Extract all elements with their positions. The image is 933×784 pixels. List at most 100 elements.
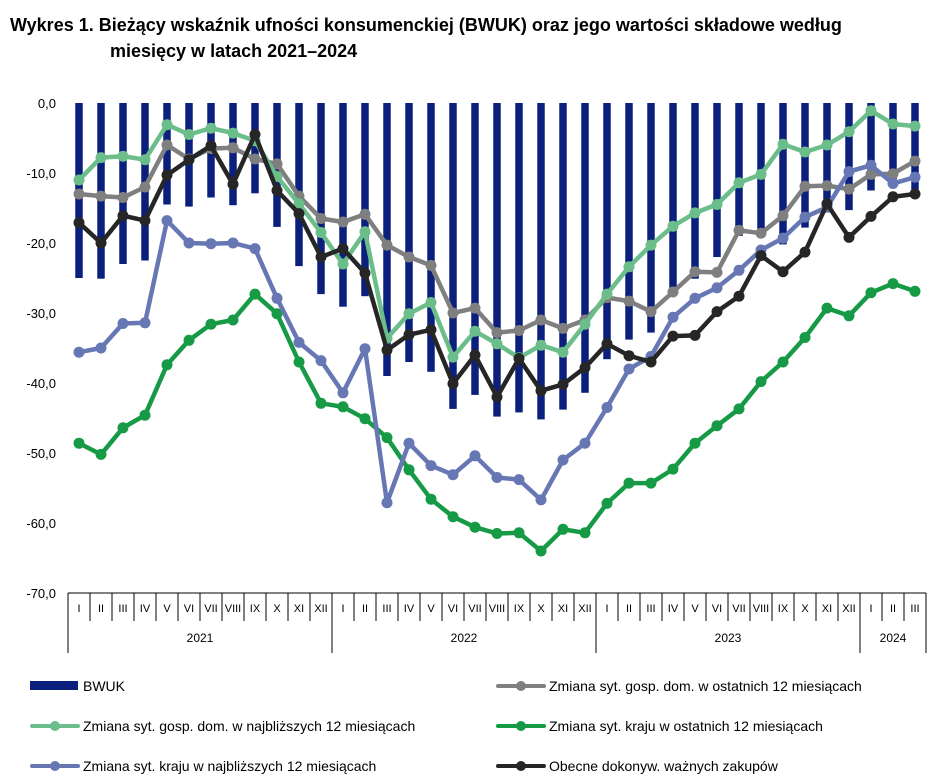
chart-title: Wykres 1. Bieżący wskaźnik ufności konsu… <box>10 12 925 64</box>
series-point-purchases <box>425 324 437 336</box>
bar-bwuk <box>625 103 633 340</box>
series-point-household-future <box>557 346 569 358</box>
series-point-country-past <box>359 413 371 425</box>
series-point-country-future <box>667 311 679 323</box>
series-point-household-future <box>315 227 327 238</box>
series-point-purchases <box>117 210 129 222</box>
series-point-household-future <box>821 139 833 151</box>
series-point-purchases <box>557 378 569 390</box>
series-point-country-future <box>909 171 921 183</box>
series-point-country-past <box>249 288 261 300</box>
bar-bwuk <box>559 103 567 410</box>
series-point-purchases <box>601 338 613 350</box>
series-point-household-future <box>425 297 437 308</box>
series-point-household-future <box>711 199 723 210</box>
month-label: XI <box>558 603 568 615</box>
series-point-country-future <box>777 232 789 244</box>
series-point-household-future <box>755 168 767 180</box>
series-point-country-future <box>337 387 349 399</box>
year-label: 2021 <box>187 631 214 645</box>
month-label: X <box>273 603 281 615</box>
series-point-country-past <box>425 493 437 505</box>
series-point-household-future <box>887 118 899 130</box>
series-point-purchases <box>447 378 459 390</box>
series-point-country-future <box>623 363 635 375</box>
bar-bwuk <box>669 103 677 296</box>
series-point-purchases <box>909 188 921 200</box>
series-point-household-past <box>469 302 481 314</box>
series-point-household-past <box>909 155 921 167</box>
y-tick-label: -20,0 <box>26 236 56 251</box>
month-label: IX <box>250 603 261 615</box>
month-label: IX <box>778 603 789 615</box>
series-point-household-past <box>557 322 569 334</box>
series-point-household-future <box>117 150 129 162</box>
series-point-purchases <box>337 243 349 255</box>
series-point-household-past <box>513 325 525 336</box>
series-point-purchases <box>161 169 173 181</box>
series-point-household-past <box>733 224 745 236</box>
bar-bwuk <box>119 103 127 264</box>
series-point-country-past <box>755 376 767 388</box>
series-point-household-past <box>865 168 877 180</box>
series-point-country-future <box>579 437 591 449</box>
bar-bwuk <box>493 103 501 417</box>
month-label: VII <box>204 603 217 615</box>
series-point-country-future <box>799 211 811 223</box>
series-point-purchases <box>645 356 657 368</box>
series-point-household-future <box>227 127 239 139</box>
series-point-household-past <box>535 314 547 326</box>
month-label: I <box>77 603 80 615</box>
series-point-country-past <box>777 356 789 368</box>
series-point-household-past <box>425 259 437 271</box>
series-point-country-future <box>601 402 613 413</box>
bar-bwuk <box>581 103 589 393</box>
month-label: XI <box>294 603 304 615</box>
series-point-purchases <box>293 208 305 220</box>
series-point-purchases <box>139 215 151 227</box>
month-label: III <box>910 603 919 615</box>
series-point-purchases <box>623 350 635 362</box>
series-point-household-past <box>117 192 129 203</box>
bar-bwuk <box>251 103 259 194</box>
series-point-household-past <box>491 327 503 339</box>
series-point-country-past <box>271 308 283 320</box>
bar-bwuk <box>603 103 611 360</box>
series-point-country-past <box>117 422 129 434</box>
month-label: IX <box>514 603 525 615</box>
series-point-country-future <box>425 460 437 472</box>
series-point-country-past <box>733 403 745 415</box>
series-point-country-past <box>381 432 393 444</box>
bar-bwuk <box>471 103 479 395</box>
bar-bwuk <box>735 103 743 236</box>
series-point-household-future <box>337 258 349 270</box>
series-point-household-future <box>403 308 415 320</box>
bar-bwuk <box>867 103 875 191</box>
year-label: 2024 <box>880 631 907 645</box>
series-point-purchases <box>227 178 239 190</box>
month-label: I <box>341 603 344 615</box>
month-label: III <box>646 603 655 615</box>
series-point-purchases <box>271 185 283 196</box>
bar-bwuk <box>823 103 831 213</box>
bar-bwuk <box>405 103 413 362</box>
series-point-country-past <box>909 285 921 297</box>
month-label: IV <box>404 603 415 615</box>
series-point-purchases <box>359 267 371 279</box>
series-point-purchases <box>843 231 855 243</box>
month-label: II <box>98 603 104 615</box>
series-point-country-future <box>139 317 151 329</box>
series-point-country-past <box>403 464 415 476</box>
month-label: II <box>362 603 368 615</box>
series-point-household-future <box>73 174 85 186</box>
series-point-purchases <box>95 237 107 249</box>
bar-bwuk <box>647 103 655 333</box>
series-point-purchases <box>205 140 217 152</box>
series-point-country-past <box>689 437 701 449</box>
series-point-household-future <box>909 120 921 132</box>
series-point-country-future <box>73 346 85 358</box>
series-point-purchases <box>249 129 261 140</box>
y-tick-label: -50,0 <box>26 446 56 461</box>
series-point-household-past <box>821 180 833 192</box>
